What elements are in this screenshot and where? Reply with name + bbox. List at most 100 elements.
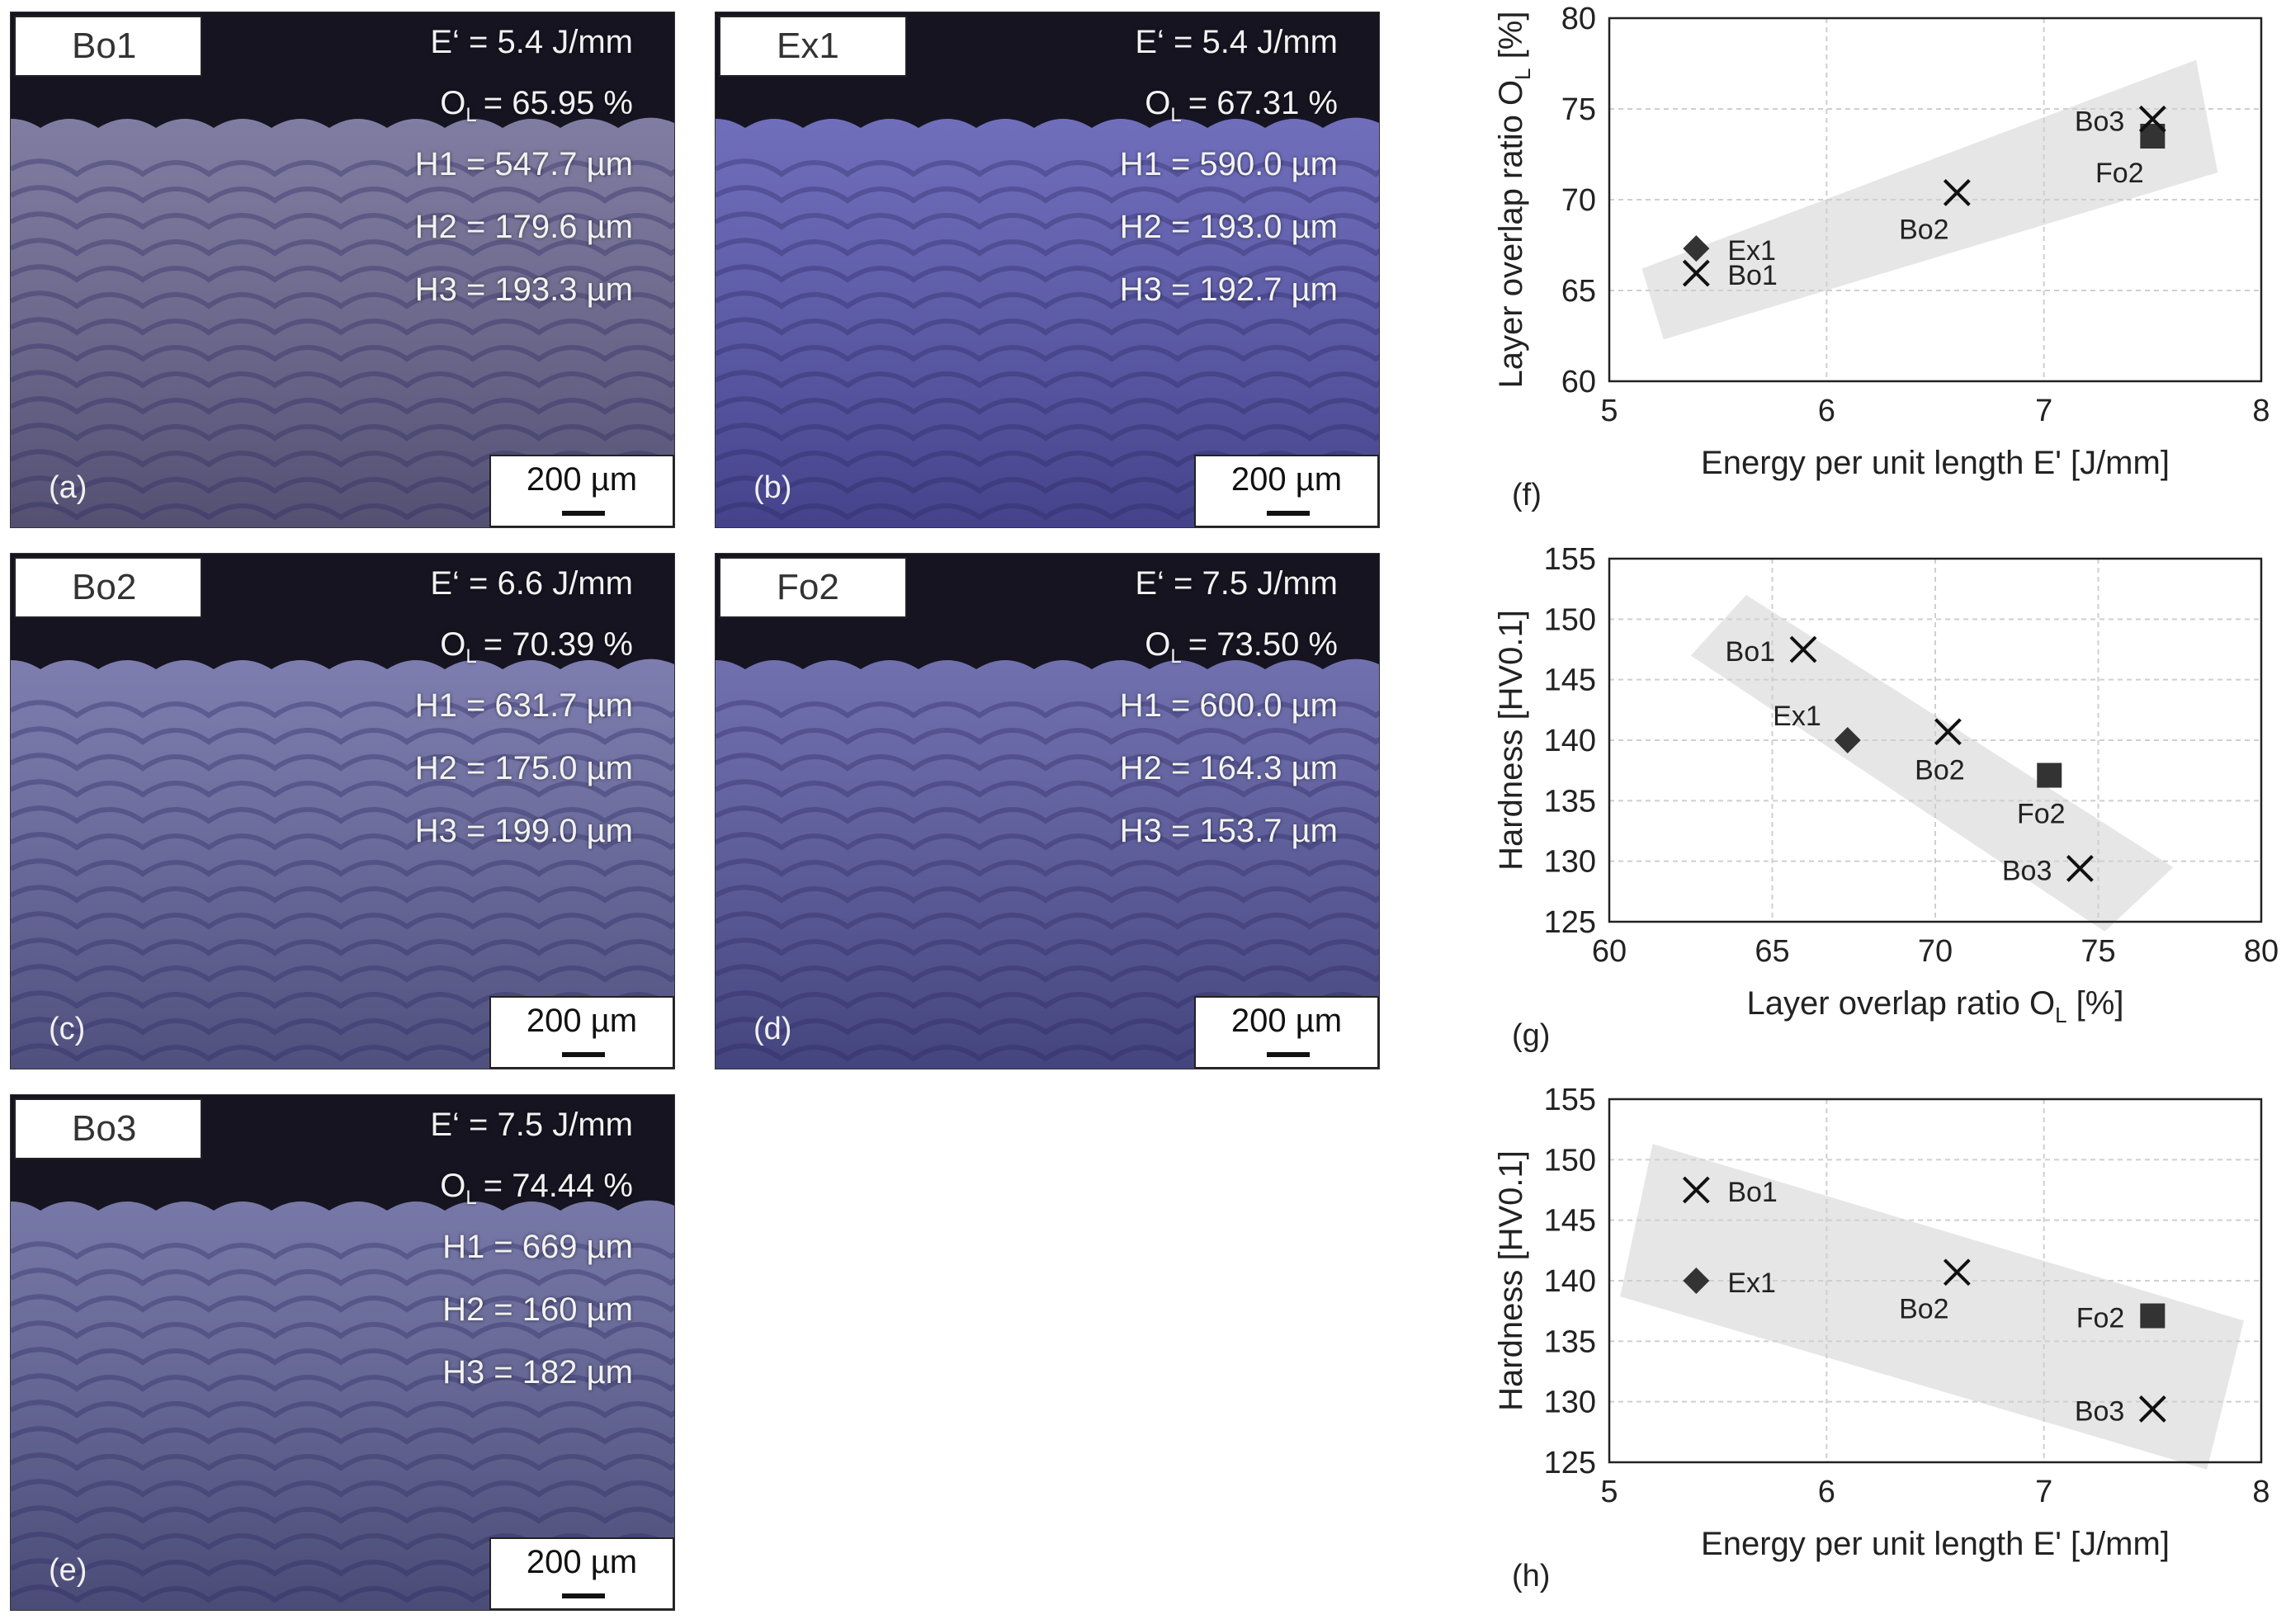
x-marker	[2138, 1395, 2166, 1423]
data-point-bo3: Bo3	[2075, 105, 2166, 137]
overlap-subscript: L	[465, 1187, 477, 1209]
scale-bar-label: 200 µm	[526, 1003, 638, 1039]
y-axis-label: Layer overlap ratio OL [%]	[1493, 12, 1535, 389]
h3-value: H3 = 182 µm	[442, 1354, 633, 1390]
diamond-marker	[1834, 727, 1861, 753]
scale-bar-box: 200 µm	[489, 996, 674, 1069]
y-tick-label: 75	[1561, 92, 1596, 127]
x-tick-label: 6	[1818, 394, 1835, 428]
data-point-ex1: Ex1	[1773, 701, 1861, 753]
overlap-ratio-value: OL = 65.95 %	[440, 85, 633, 127]
diamond-marker	[1683, 1268, 1710, 1294]
energy-value: E‘ = 5.4 J/mm	[1135, 24, 1338, 60]
trend-band	[1620, 1144, 2244, 1470]
energy-value: E‘ = 5.4 J/mm	[430, 24, 633, 60]
h2-value: H2 = 179.6 µm	[414, 209, 633, 245]
data-point-bo2: Bo2	[1915, 718, 1965, 786]
plot-frame	[1608, 1098, 2263, 1464]
x-tick-label: 8	[2252, 1475, 2269, 1509]
panel-label: (d)	[753, 1012, 792, 1046]
overlap-ratio-value: OL = 67.31 %	[1145, 85, 1338, 127]
point-label: Bo2	[1899, 214, 1949, 245]
overlap-symbol: O	[440, 85, 466, 121]
h1-value: H1 = 669 µm	[442, 1229, 633, 1265]
x-marker	[1682, 1176, 1710, 1204]
panel-label: (a)	[49, 470, 87, 505]
micrograph-panel-ex1: Ex1 E‘ = 5.4 J/mm OL = 67.31 % H1 = 590.0 µm…	[715, 12, 1380, 528]
scale-bar	[1267, 1052, 1310, 1057]
h3-value: H3 = 192.7 µm	[1119, 271, 1338, 308]
x-tick-label: 60	[1592, 934, 1627, 969]
sample-name-label: Bo1	[14, 16, 202, 77]
micrograph-image	[11, 554, 674, 1069]
x-tick-label: 7	[2035, 1475, 2052, 1509]
point-label: Fo2	[2076, 1303, 2125, 1334]
overlap-symbol: O	[1145, 85, 1171, 121]
overlap-symbol: O	[440, 626, 466, 663]
panel-label: (b)	[753, 470, 792, 505]
point-label: Ex1	[1727, 1268, 1776, 1299]
x-marker	[1789, 635, 1817, 663]
y-tick-label: 145	[1544, 1204, 1596, 1239]
scale-bar-box: 200 µm	[489, 455, 674, 527]
point-label: Bo1	[1726, 636, 1776, 668]
y-tick-label: 125	[1544, 1446, 1596, 1480]
overlap-number: = 70.39 %	[483, 626, 633, 663]
h1-value: H1 = 547.7 µm	[414, 146, 633, 182]
square-marker	[2037, 762, 2062, 788]
scale-bar-box: 200 µm	[489, 1537, 674, 1610]
h2-value: H2 = 193.0 µm	[1119, 209, 1338, 245]
point-label: Bo2	[1899, 1294, 1949, 1325]
data-point-bo2: Bo2	[1899, 179, 1971, 245]
y-tick-label: 150	[1544, 1143, 1596, 1178]
scale-bar	[562, 1593, 605, 1598]
plot-frame	[1608, 17, 2263, 383]
point-label: Bo1	[1727, 260, 1778, 291]
y-tick-label: 140	[1544, 1264, 1596, 1299]
x-axis-label: Energy per unit length E' [J/mm]	[1701, 1526, 2170, 1562]
y-tick-label: 155	[1544, 542, 1596, 577]
y-tick-label: 65	[1561, 274, 1596, 309]
chart-panel-label: (h)	[1512, 1559, 1550, 1593]
point-label: Bo3	[2075, 106, 2125, 137]
x-marker	[2066, 855, 2094, 882]
energy-value: E‘ = 7.5 J/mm	[430, 1107, 633, 1143]
micrograph-image	[11, 1095, 674, 1610]
h1-value: H1 = 590.0 µm	[1119, 146, 1338, 182]
scale-bar-box: 200 µm	[1194, 996, 1379, 1069]
overlap-symbol: O	[1145, 626, 1171, 663]
scale-bar-label: 200 µm	[1230, 461, 1343, 498]
y-axis-label: Hardness [HV0.1]	[1493, 610, 1529, 871]
x-axis-label: Layer overlap ratio OL [%]	[1747, 985, 2124, 1027]
y-axis-label-text: Hardness [HV0.1]	[1493, 1150, 1529, 1411]
y-axis-label-unit: [%]	[1493, 12, 1529, 68]
point-label: Bo1	[1727, 1177, 1778, 1208]
chart-h: 5 6 7 8 125 130 135 140 145 150 155 Energy per unit…	[1493, 1083, 2270, 1593]
scale-bar-label: 200 µm	[1230, 1003, 1343, 1039]
scale-bar-label: 200 µm	[526, 1544, 638, 1580]
micrograph-panel-bo3: Bo3 E‘ = 7.5 J/mm OL = 74.44 % H1 = 669 µm H2…	[10, 1094, 675, 1611]
y-tick-label: 145	[1544, 663, 1596, 698]
y-axis-label: Hardness [HV0.1]	[1493, 1150, 1529, 1411]
h1-value: H1 = 600.0 µm	[1119, 687, 1338, 724]
x-marker	[1934, 718, 1962, 746]
y-tick-label: 155	[1544, 1083, 1596, 1117]
h1-value: H1 = 631.7 µm	[414, 687, 633, 724]
h2-value: H2 = 175.0 µm	[414, 750, 633, 786]
h3-value: H3 = 193.3 µm	[414, 271, 633, 308]
y-tick-label: 135	[1544, 1324, 1596, 1359]
energy-value: E‘ = 7.5 J/mm	[1135, 565, 1338, 602]
x-axis-label-unit: [%]	[2067, 985, 2124, 1022]
overlap-number: = 65.95 %	[483, 85, 633, 121]
data-point-bo2: Bo2	[1899, 1258, 1971, 1325]
x-tick-label: 65	[1755, 934, 1789, 969]
y-tick-label: 135	[1544, 784, 1596, 819]
overlap-number: = 73.50 %	[1188, 626, 1338, 663]
square-marker	[2140, 1303, 2166, 1329]
data-point-ex1: Ex1	[1683, 1268, 1776, 1299]
data-point-bo1: Bo1	[1726, 635, 1817, 668]
plot-frame	[1608, 557, 2263, 923]
point-label: Ex1	[1773, 701, 1821, 732]
x-axis-label: Energy per unit length E' [J/mm]	[1701, 445, 2170, 481]
y-tick-label: 125	[1544, 905, 1596, 940]
